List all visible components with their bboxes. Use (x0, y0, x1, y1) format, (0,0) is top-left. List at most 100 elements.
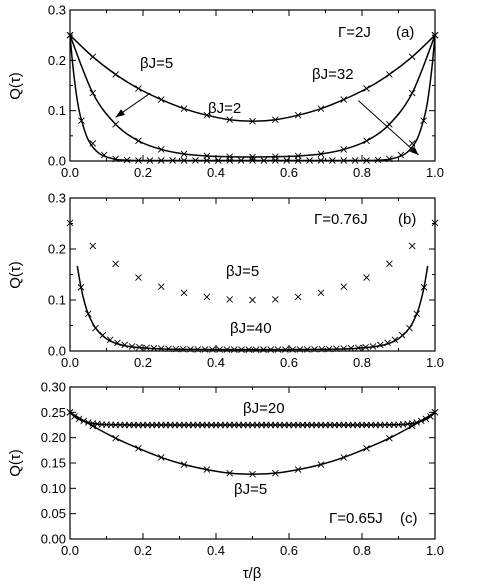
panel-c-point-j5 (157, 454, 165, 461)
panel-a-point-j2 (317, 105, 325, 112)
panel-a-point-j32 (146, 157, 154, 164)
panel-c-panel-label: (c) (400, 510, 418, 527)
panel-a-xtick-label: 0.6 (280, 165, 298, 180)
panel-a-xtick-label: 1.0 (426, 165, 444, 180)
panel-b-point-j5 (431, 219, 439, 227)
panel-b-point-j40 (340, 345, 348, 352)
panel-a-point-j32 (180, 157, 188, 164)
panel-b-point-j40 (84, 310, 92, 318)
panel-b-point-j40 (282, 346, 289, 353)
panel-b-point-j40 (92, 324, 99, 332)
panel-c-xtick-label: 0.0 (61, 543, 79, 558)
panel-a-point-j2 (203, 111, 211, 119)
panel-a-point-j32 (157, 157, 165, 164)
panel-c-point-j5 (180, 461, 188, 468)
panel-b-point-j5 (66, 219, 74, 227)
panel-b-point-j5 (317, 289, 325, 297)
panel-a-label-bj32: βJ=32 (312, 66, 354, 83)
panel-c-point-j5 (226, 469, 234, 477)
panel-c-ylabel: Q(τ) (7, 449, 24, 477)
panel-b-xtick-label: 0.2 (134, 355, 152, 370)
panel-b-label-bj5: βJ=5 (226, 263, 259, 280)
panel-c-point-j5 (363, 444, 370, 452)
panel-c-ytick-label: 0.00 (41, 532, 66, 547)
panel-b-point-j40 (355, 344, 362, 352)
panel-a-point-j5 (135, 137, 142, 145)
panel-b-panel-label: (b) (398, 211, 416, 228)
panel-b-point-j5 (157, 283, 165, 291)
panel-b-point-j40 (238, 346, 245, 353)
panel-a-point-j32 (214, 157, 222, 164)
panel-c-xtick-label: 0.6 (280, 543, 298, 558)
panel-c-point-j5 (135, 444, 142, 452)
panel-a-xtick-label: 0.4 (207, 165, 225, 180)
panel-a-arrow-head (115, 109, 126, 118)
panel-b-xtick-label: 0.8 (353, 355, 371, 370)
panel-a-point-j2 (180, 105, 188, 112)
panel-a-point-j5 (112, 120, 119, 128)
panel-b-ytick-label: 0.0 (48, 344, 66, 359)
panel-b-ytick-label: 0.3 (48, 191, 66, 206)
panel-c-point-j5 (271, 469, 279, 477)
panel-a-point-j32 (226, 157, 234, 164)
panel-b-point-j5 (294, 293, 302, 301)
panel-a-point-j5 (89, 89, 97, 97)
panel-c-gamma-label: Γ=0.65J (329, 510, 383, 527)
panel-b-point-j40 (187, 345, 194, 353)
panel-b-point-j40 (376, 341, 384, 349)
panel-a-point-j32 (306, 157, 313, 164)
panel-b-point-j40 (303, 346, 311, 353)
panel-a-ytick-label: 0.1 (48, 103, 66, 118)
panel-b-ytick-label: 0.2 (48, 242, 66, 257)
panel-a-point-j5 (363, 137, 370, 145)
panel-b-point-j40 (179, 345, 187, 353)
panel-a-line-j2 (69, 34, 436, 122)
panel-b-point-j40 (252, 346, 260, 353)
panel-b-point-j40 (325, 345, 333, 353)
panel-c-ytick-label: 0.05 (41, 506, 66, 521)
panel-a-point-j32 (317, 157, 325, 164)
panel-a-point-j32 (294, 157, 302, 164)
panel-c-point-j5 (340, 454, 348, 461)
panel-a-point-j2 (112, 71, 119, 78)
panel-a-point-j32 (363, 157, 370, 164)
panel-b-xtick-label: 0.6 (280, 355, 298, 370)
panel-b-point-j40 (384, 339, 391, 347)
panel-a-point-j32 (386, 155, 393, 163)
panel-a-point-j32 (340, 157, 348, 164)
panel-a-point-j32 (169, 157, 176, 164)
panel-a-point-j32 (431, 31, 439, 39)
panel-b-point-j5 (340, 283, 348, 291)
panel-a-point-j2 (271, 116, 279, 124)
panel-c-ytick-label: 0.10 (41, 481, 66, 496)
panel-a-point-j32 (397, 151, 405, 159)
panel-c-label-bj5: βJ=5 (234, 481, 267, 498)
panel-c-ytick-label: 0.15 (41, 456, 66, 471)
panel-a-point-j2 (340, 96, 348, 103)
panel-b-point-j40 (274, 346, 282, 353)
panel-b-point-j40 (201, 346, 209, 353)
panel-b-ylabel: Q(τ) (7, 261, 24, 289)
panel-b-point-j40 (318, 345, 326, 353)
panel-c-line-j5 (69, 411, 436, 475)
panel-a-point-j2 (294, 111, 302, 119)
panel-a-xtick-label: 0.8 (353, 165, 371, 180)
panel-b-gamma-label: Γ=0.76J (314, 211, 368, 228)
panel-c-xtick-label: 0.4 (207, 543, 225, 558)
panel-a-point-j32 (237, 157, 245, 164)
panel-c-marks (66, 409, 439, 478)
panel-a-point-j2 (408, 53, 416, 61)
panel-b-point-j40 (121, 341, 129, 349)
panel-a-marks (66, 31, 439, 164)
panel-b-point-j40 (245, 346, 253, 353)
panel-b-xtick-label: 1.0 (426, 355, 444, 370)
panel-a-point-j2 (249, 117, 256, 125)
panel-a-point-j32 (374, 156, 382, 164)
panel-b-point-j5 (89, 242, 97, 250)
panel-a-point-j5 (157, 146, 165, 153)
panel-b-point-j5 (271, 296, 279, 303)
panel-c-ytick-label: 0.25 (41, 405, 66, 420)
panel-b-point-j5 (112, 260, 119, 268)
panel-b-point-j40 (172, 345, 180, 353)
panel-c-point-j5 (431, 409, 439, 416)
